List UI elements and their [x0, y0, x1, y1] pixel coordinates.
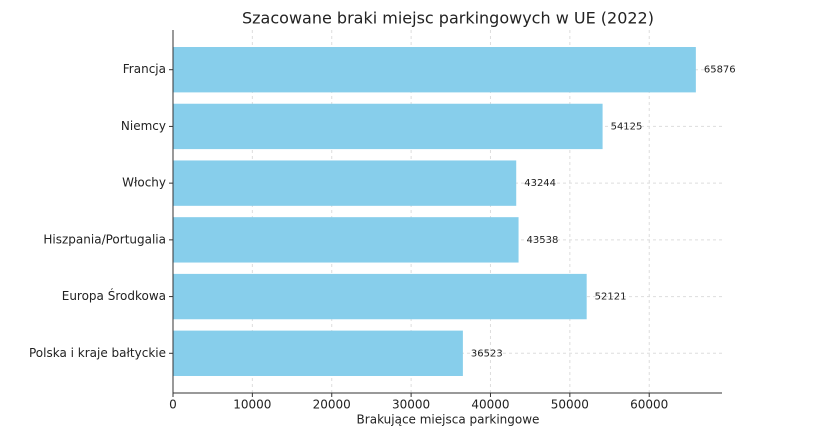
chart-title: Szacowane braki miejsc parkingowych w UE…	[242, 9, 654, 28]
bar	[173, 330, 463, 376]
data-label: 65876	[704, 65, 736, 76]
y-tick-label: Hiszpania/Portugalia	[43, 232, 166, 246]
data-label: 54125	[611, 121, 643, 132]
x-tick-label: 20000	[313, 398, 351, 412]
bar	[173, 217, 519, 263]
bar	[173, 160, 517, 206]
bar	[173, 273, 587, 320]
y-tick-label: Włochy	[122, 176, 166, 190]
y-tick-label: Francja	[123, 62, 166, 76]
y-tick-label: Europa Środkowa	[62, 288, 166, 303]
x-tick-label: 40000	[471, 398, 509, 412]
data-label: 52121	[595, 292, 627, 303]
y-tick-label: Niemcy	[121, 119, 166, 133]
x-tick-label: 30000	[392, 398, 430, 412]
x-tick-label: 60000	[630, 398, 668, 412]
x-tick-label: 0	[169, 398, 177, 412]
data-label: 43244	[524, 178, 556, 189]
data-label: 36523	[471, 348, 503, 359]
bar	[173, 47, 696, 93]
data-label: 43538	[527, 235, 559, 246]
bar	[173, 103, 603, 150]
x-tick-label: 50000	[551, 398, 589, 412]
x-axis-label: Brakujące miejsca parkingowe	[357, 413, 540, 427]
y-tick-label: Polska i kraje bałtyckie	[29, 346, 166, 360]
x-tick-label: 10000	[233, 398, 271, 412]
